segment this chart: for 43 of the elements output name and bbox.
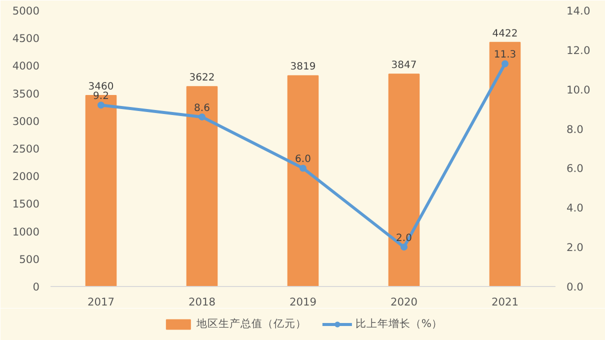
bar <box>186 86 218 286</box>
y-tick-label: 0 <box>32 280 40 294</box>
y-tick-label: 5000 <box>12 4 40 18</box>
y-tick-label: 500 <box>19 252 40 266</box>
point <box>400 244 408 251</box>
point <box>198 113 206 120</box>
x-tick-label: 2018 <box>188 296 216 308</box>
bar <box>388 74 420 286</box>
y-tick-label: 3500 <box>12 87 40 100</box>
y2-tick-label: 12.0 <box>566 44 590 57</box>
x-tick-label: 2019 <box>289 296 317 308</box>
point <box>98 102 104 109</box>
x-tick-label: 2020 <box>390 296 418 308</box>
data-label: 3847 <box>391 60 417 72</box>
legend-label: 地区生产总值（亿元） <box>196 317 306 331</box>
y2-tick-label: 2.0 <box>566 241 584 254</box>
point <box>300 164 306 172</box>
x-tick-label: 2017 <box>87 296 115 308</box>
y2-tick-label: 6.0 <box>566 162 584 176</box>
data-label: 6.0 <box>295 154 311 166</box>
x-tick-label: 2021 <box>491 296 519 308</box>
point <box>502 60 508 68</box>
y2-tick-label: 10.0 <box>566 83 590 96</box>
y2-tick-label: 4.0 <box>566 202 584 215</box>
y-tick-label: 1000 <box>12 225 40 238</box>
y2-tick-label: 8.0 <box>566 122 584 136</box>
data-label: 3819 <box>290 62 316 73</box>
data-label: 11.3 <box>494 50 516 61</box>
data-label: 8.6 <box>194 102 210 114</box>
y-tick-label: 4000 <box>12 60 40 73</box>
y-tick-label: 2500 <box>12 142 40 156</box>
bar <box>489 42 521 286</box>
y2-tick-label: 0.0 <box>566 280 584 294</box>
y-tick-label: 1500 <box>12 198 40 211</box>
data-label: 4422 <box>492 28 518 40</box>
data-label: 3460 <box>88 82 114 93</box>
y-tick-label: 3000 <box>12 114 40 128</box>
bar <box>287 75 319 286</box>
y-tick-label: 4500 <box>12 32 40 46</box>
y2-tick-label: 14.0 <box>566 4 590 18</box>
y-tick-label: 2000 <box>12 170 40 184</box>
legend-label: 比上年增长（%） <box>355 317 443 331</box>
data-label: 3622 <box>189 72 215 84</box>
